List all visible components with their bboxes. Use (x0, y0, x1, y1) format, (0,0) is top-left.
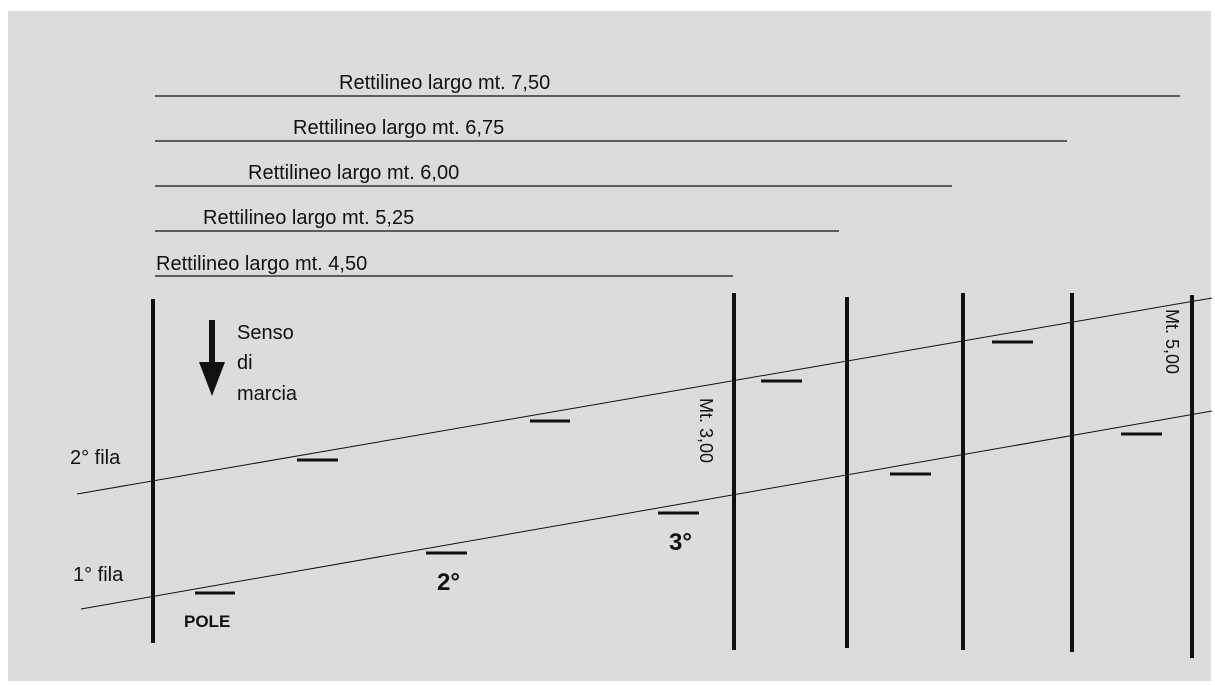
direction-label-line1: Senso (237, 322, 294, 344)
straight-label-600: Rettilineo largo mt. 6,00 (248, 162, 459, 184)
row-line-first (80, 410, 1213, 610)
row-diagonal-lines (76, 297, 1213, 610)
straight-label-450: Rettilineo largo mt. 4,50 (156, 253, 367, 275)
direction-label-line3: marcia (237, 383, 298, 405)
straight-width-labels: Rettilineo largo mt. 7,50 Rettilineo lar… (156, 72, 550, 275)
straight-label-675: Rettilineo largo mt. 6,75 (293, 117, 504, 139)
position-label-second: 2° (437, 569, 460, 596)
grid-slots (195, 340, 1162, 595)
direction-label-line2: di (237, 352, 253, 374)
straight-label-525: Rettilineo largo mt. 5,25 (203, 207, 414, 229)
arrow-down-icon (199, 320, 225, 396)
measure-label-rows: Mt. 3,00 (696, 398, 716, 463)
row-label-first: 1° fila (73, 564, 124, 586)
row-line-second (76, 297, 1213, 495)
vertical-track-lines (151, 293, 1194, 658)
position-label-third: 3° (669, 529, 692, 556)
diagram-canvas (8, 11, 1211, 681)
position-label-pole: POLE (184, 612, 230, 631)
row-label-second: 2° fila (70, 447, 121, 469)
straight-width-lines (155, 95, 1180, 277)
straight-label-750: Rettilineo largo mt. 7,50 (339, 72, 550, 94)
measure-label-end: Mt. 5,00 (1162, 309, 1182, 374)
